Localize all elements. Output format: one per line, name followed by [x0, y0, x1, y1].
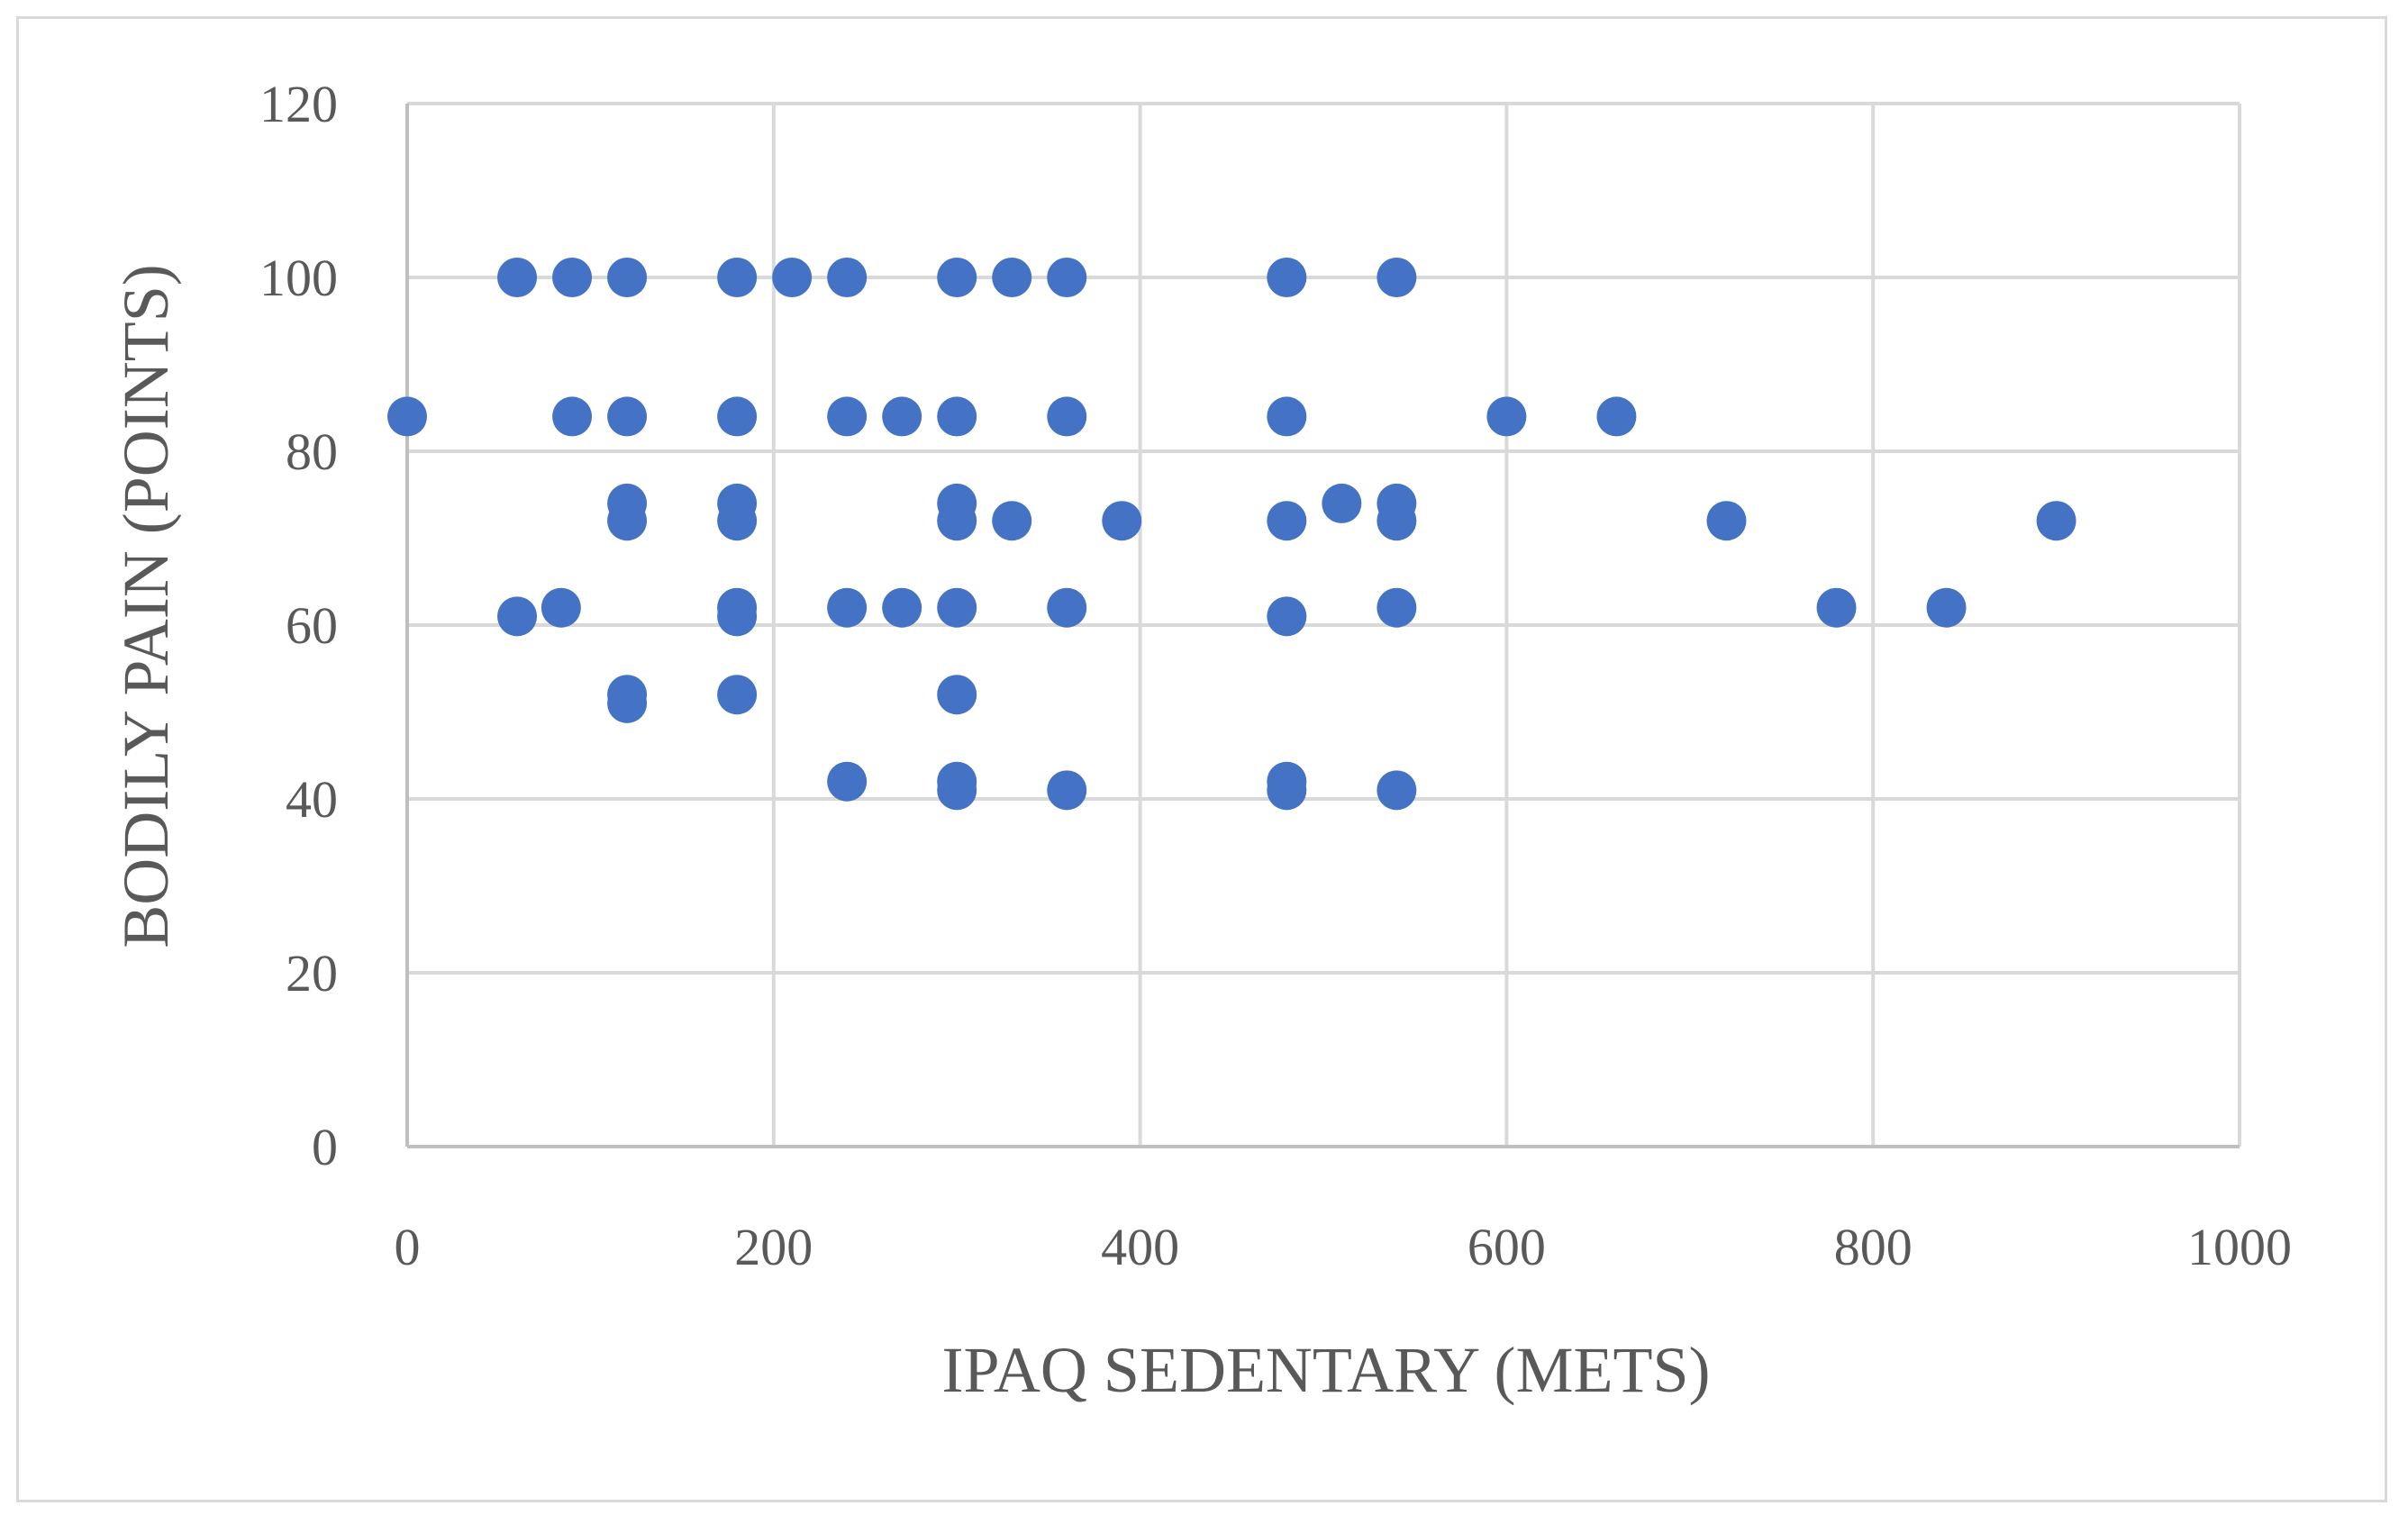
scatter-point [552, 258, 593, 297]
y-tick-label: 80 [286, 422, 338, 481]
y-tick-label: 0 [312, 1118, 338, 1176]
point-layer [387, 258, 2076, 811]
scatter-point [1377, 587, 1417, 628]
scatter-point [541, 587, 581, 628]
scatter-point [992, 501, 1032, 541]
scatter-point [992, 258, 1032, 297]
x-tick-label: 600 [1468, 1218, 1546, 1276]
label-layer: 0 200 400 600 800 1000 0 20 40 60 80 100 120 [259, 75, 2292, 1276]
x-tick-label: 1000 [2187, 1218, 2292, 1276]
x-tick-label: 800 [1834, 1218, 1913, 1276]
scatter-point [1926, 587, 1967, 628]
scatter-point [1267, 770, 1307, 811]
scatter-point [717, 396, 758, 437]
scatter-point [1322, 483, 1362, 523]
scatter-point [607, 683, 648, 723]
scatter-point [387, 396, 427, 437]
scatter-point [937, 675, 977, 715]
scatter-point [1047, 396, 1087, 437]
scatter-point [1047, 258, 1087, 297]
x-tick-label: 0 [395, 1218, 421, 1276]
y-tick-label: 20 [286, 944, 338, 1002]
x-tick-label: 200 [734, 1218, 813, 1276]
scatter-point [552, 396, 593, 437]
scatter-point [827, 761, 868, 802]
scatter-point [827, 258, 868, 297]
scatter-point [2036, 501, 2076, 541]
scatter-point [1267, 501, 1307, 541]
scatter-point [937, 587, 977, 628]
scatter-point [607, 501, 648, 541]
axis-layer [405, 104, 2240, 1148]
scatter-point [937, 396, 977, 437]
scatter-point [717, 501, 758, 541]
y-tick-label: 40 [286, 770, 338, 829]
scatter-point [1267, 258, 1307, 297]
scatter-point [497, 258, 538, 297]
scatter-point [717, 675, 758, 715]
y-tick-label: 60 [286, 596, 338, 655]
scatter-point [1267, 596, 1307, 637]
scatter-point [827, 587, 868, 628]
scatter-point [882, 587, 922, 628]
scatter-point [1486, 396, 1527, 437]
x-axis-title: IPAQ SEDENTARY (METS) [942, 1334, 1711, 1406]
grid-layer [405, 102, 2241, 1148]
scatter-point [607, 396, 648, 437]
scatter-point [772, 258, 813, 297]
scatter-point [937, 770, 977, 811]
scatter-point [1377, 258, 1417, 297]
scatter-point [607, 258, 648, 297]
x-tick-label: 400 [1101, 1218, 1179, 1276]
scatter-point [1047, 587, 1087, 628]
scatter-point [1047, 770, 1087, 811]
scatter-point [1377, 501, 1417, 541]
y-tick-label: 100 [259, 249, 338, 307]
scatter-point [497, 596, 538, 637]
scatter-point [1816, 587, 1857, 628]
scatter-point [717, 596, 758, 637]
scatter-point [717, 258, 758, 297]
scatter-point [827, 396, 868, 437]
scatter-point [1596, 396, 1637, 437]
scatter-point [1706, 501, 1747, 541]
scatter-point [1377, 770, 1417, 811]
chart-frame [16, 16, 2387, 1502]
y-tick-label: 120 [259, 75, 338, 133]
y-axis-title: BODILY PAIN (POINTS) [110, 264, 182, 948]
scatter-point [937, 501, 977, 541]
scatter-point [882, 396, 922, 437]
scatter-point [1267, 396, 1307, 437]
scatter-point [1102, 501, 1142, 541]
scatter-point [937, 258, 977, 297]
